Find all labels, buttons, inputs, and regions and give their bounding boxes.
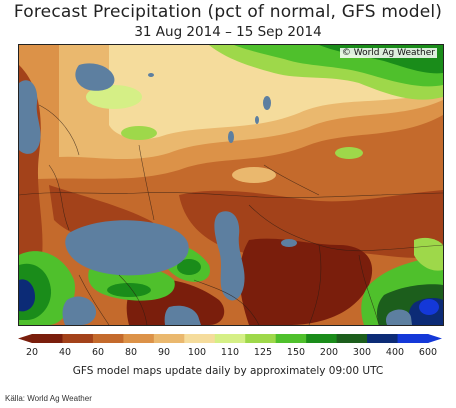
colorbar-segment xyxy=(245,334,277,343)
legend-tick-label: 100 xyxy=(187,347,207,358)
legend-tick-label: 20 xyxy=(25,347,39,358)
update-note: GFS model maps update daily by approxima… xyxy=(72,365,384,377)
zone-central-dry xyxy=(179,190,443,260)
legend-tick-label: 110 xyxy=(220,347,240,358)
aegean-sea xyxy=(62,296,97,325)
map-credit: © World Ag Weather xyxy=(339,48,437,58)
zone-center-tan-patch xyxy=(232,167,276,183)
colorbar-segment xyxy=(214,334,246,343)
legend-tick-label: 80 xyxy=(124,347,138,358)
colorbar-right-arrow xyxy=(428,334,442,343)
lakes xyxy=(148,73,271,143)
zone-east-green-patch xyxy=(335,147,363,159)
colorbar-segment xyxy=(367,334,399,343)
colorbar-segment xyxy=(62,334,94,343)
legend-tick-label: 60 xyxy=(91,347,105,358)
colorbar-segment xyxy=(153,334,185,343)
colorbar-segment xyxy=(306,334,338,343)
legend-tick-label: 400 xyxy=(385,347,405,358)
legend-tick-label: 150 xyxy=(286,347,306,358)
colorbar-segment xyxy=(275,334,307,343)
precipitation-map: © World Ag Weather xyxy=(18,44,444,326)
gulf-water xyxy=(75,63,115,91)
colorbar-segment xyxy=(397,334,429,343)
legend-tick-label: 200 xyxy=(319,347,339,358)
baltic-sea xyxy=(19,80,41,154)
colorbar-segment xyxy=(32,334,63,343)
colorbar-segment xyxy=(336,334,368,343)
zone-south-driest xyxy=(239,238,373,325)
colorbar-segment xyxy=(92,334,124,343)
colorbar-segment xyxy=(184,334,216,343)
legend-colorbar xyxy=(18,334,442,343)
zone-nw-green-patch xyxy=(121,126,157,140)
zone-pontic-darkgreen xyxy=(107,283,151,297)
map-graphic xyxy=(19,45,443,325)
caspian-sea xyxy=(214,211,245,301)
legend-tick-label: 600 xyxy=(418,347,438,358)
legend-ticks: 20 40 60 80 90 100 110 125 150 200 300 400 600 xyxy=(0,347,456,361)
legend-tick-label: 300 xyxy=(352,347,372,358)
legend-tick-label: 125 xyxy=(253,347,273,358)
colorbar-left-arrow xyxy=(18,334,32,343)
date-range: 31 Aug 2014 – 15 Sep 2014 xyxy=(134,24,322,40)
black-sea xyxy=(65,220,189,276)
country-borders xyxy=(19,104,443,325)
persian-gulf xyxy=(385,309,412,325)
zone-caucasus-darkgreen xyxy=(177,259,201,275)
mediterranean-sea xyxy=(164,305,201,325)
map-title: Forecast Precipitation (pct of normal, G… xyxy=(13,2,443,22)
aral-sea xyxy=(281,239,297,247)
zone-east-lightgreen xyxy=(414,237,443,271)
zone-se-blue xyxy=(419,299,439,315)
zone-balkan-navy xyxy=(19,279,35,312)
source-credit: Källa: World Ag Weather xyxy=(5,394,92,403)
legend-tick-label: 40 xyxy=(58,347,72,358)
colorbar-segment xyxy=(123,334,155,343)
legend-tick-label: 90 xyxy=(157,347,171,358)
zone-nw-pale-green xyxy=(86,85,142,109)
